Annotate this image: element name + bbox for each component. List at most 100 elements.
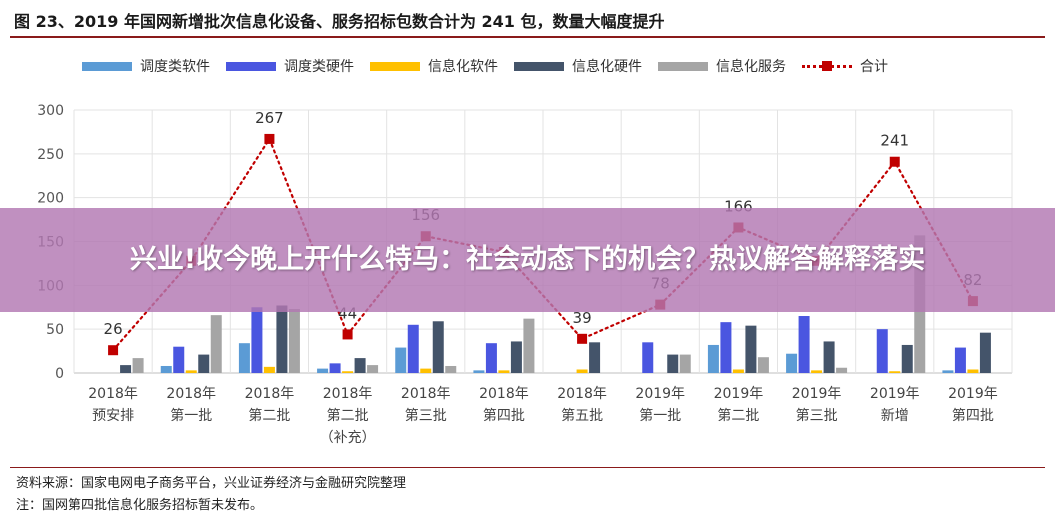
x-tick-label: 新增 <box>881 408 909 424</box>
bar <box>707 344 719 373</box>
bar <box>185 370 197 373</box>
bar <box>445 365 457 373</box>
legend-item-total: 合计 <box>802 56 888 76</box>
bar <box>642 342 654 373</box>
bar <box>745 325 757 373</box>
legend-label: 合计 <box>860 59 888 75</box>
bar <box>876 329 888 373</box>
x-tick-label: 2019年 <box>792 386 842 402</box>
bar <box>523 318 535 373</box>
bar <box>823 341 835 373</box>
legend-label: 信息化服务 <box>716 59 786 75</box>
x-tick-label: 预安排 <box>92 408 134 424</box>
legend-swatch <box>226 61 276 71</box>
bar <box>210 315 222 373</box>
y-tick-label: 50 <box>46 322 64 338</box>
bar <box>420 368 432 373</box>
legend-swatch <box>370 61 420 71</box>
bar <box>798 316 810 373</box>
x-tick-label: 第三批 <box>796 407 838 424</box>
x-tick-label: 第二批 <box>248 407 290 424</box>
x-tick-label: 2019年 <box>870 386 920 402</box>
x-tick-label: 第四批 <box>952 407 994 424</box>
x-tick-label: 2018年 <box>323 386 373 402</box>
source-line: 资料来源：国家电网电子商务平台，兴业证券经济与金融研究院整理 <box>16 476 407 491</box>
x-tick-label: 第四批 <box>483 407 525 424</box>
y-tick-label: 250 <box>37 147 64 163</box>
x-tick-label: 2018年 <box>479 386 529 402</box>
source-rule <box>10 467 1045 468</box>
bar <box>979 332 991 373</box>
y-tick-label: 0 <box>55 366 64 382</box>
legend-item-dispatch-hardware: 调度类硬件 <box>226 56 354 76</box>
x-tick-label: 2019年 <box>635 386 685 402</box>
bar <box>329 363 341 373</box>
bar <box>367 365 379 373</box>
bar <box>288 309 300 373</box>
title-rule <box>10 36 1045 38</box>
bar <box>132 358 144 373</box>
source-note: 资料来源：国家电网电子商务平台，兴业证券经济与金融研究院整理 注：国网第四批信息… <box>16 473 406 517</box>
x-tick-label: 2018年 <box>401 386 451 402</box>
legend-item-dispatch-software: 调度类软件 <box>82 56 210 76</box>
bar <box>251 307 263 373</box>
bar <box>473 370 485 373</box>
bar <box>120 365 132 373</box>
x-tick-label: 第三批 <box>405 407 447 424</box>
bar <box>967 369 979 373</box>
bar <box>510 341 522 373</box>
bar <box>667 354 679 373</box>
legend-label: 信息化硬件 <box>572 59 642 75</box>
bar <box>198 354 210 373</box>
bar <box>576 369 588 373</box>
bar <box>354 358 366 373</box>
legend-swatch <box>658 61 708 71</box>
headline-banner: 兴业!收今晚上开什么特马：社会动态下的机会？热议解答解释落实 <box>0 208 1055 312</box>
legend-swatch <box>514 61 564 71</box>
x-tick-label: 第二批 <box>717 407 759 424</box>
legend-item-it-software: 信息化软件 <box>370 56 498 76</box>
x-tick-label: 第二批 <box>327 407 369 424</box>
note-line: 注：国网第四批信息化服务招标暂未发布。 <box>16 498 264 513</box>
x-tick-label: 2018年 <box>88 386 138 402</box>
bar <box>276 305 288 373</box>
total-marker <box>577 333 588 344</box>
x-tick-label: （补充） <box>320 430 376 446</box>
bar <box>589 342 601 373</box>
bar <box>485 343 497 373</box>
y-tick-label: 300 <box>37 103 64 119</box>
chart-legend: 调度类软件 调度类硬件 信息化软件 信息化硬件 信息化服务 合计 <box>82 56 888 76</box>
bar <box>757 357 769 373</box>
legend-item-it-hardware: 信息化硬件 <box>514 56 642 76</box>
total-data-label: 39 <box>573 309 592 327</box>
bar <box>720 322 732 373</box>
x-tick-label: 2019年 <box>714 386 764 402</box>
bar <box>942 370 954 373</box>
bar <box>954 347 966 373</box>
bar <box>173 346 185 373</box>
bar <box>732 369 744 373</box>
bar <box>395 347 407 373</box>
x-tick-label: 2019年 <box>948 386 998 402</box>
headline-text: 兴业!收今晚上开什么特马：社会动态下的机会？热议解答解释落实 <box>129 244 926 275</box>
bar <box>407 324 419 373</box>
bar <box>342 371 354 373</box>
total-data-label: 26 <box>104 320 123 338</box>
legend-label: 信息化软件 <box>428 59 498 75</box>
x-tick-label: 第一批 <box>170 407 212 424</box>
figure-title: 图 23、2019 年国网新增批次信息化设备、服务招标包数合计为 241 包，数… <box>14 12 665 31</box>
bar <box>160 365 172 373</box>
bar <box>498 370 510 373</box>
total-data-label: 267 <box>255 109 284 127</box>
legend-line-marker <box>802 60 852 72</box>
x-tick-label: 第五批 <box>561 407 603 424</box>
bar <box>263 366 275 373</box>
legend-label: 调度类软件 <box>140 59 210 75</box>
x-tick-label: 2018年 <box>557 386 607 402</box>
total-data-label: 241 <box>880 132 909 150</box>
bar <box>786 353 798 373</box>
bar <box>889 371 901 373</box>
bar <box>811 370 823 373</box>
x-tick-label: 第一批 <box>639 407 681 424</box>
bar <box>238 343 250 373</box>
